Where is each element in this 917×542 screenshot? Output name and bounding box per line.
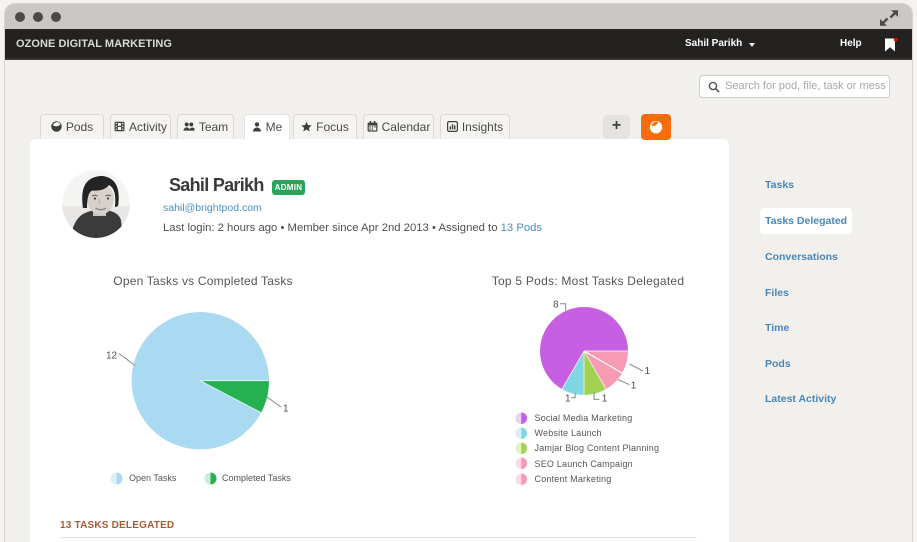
svg-text:1: 1: [283, 404, 289, 415]
svg-text:1: 1: [631, 381, 637, 392]
svg-text:1: 1: [565, 394, 571, 405]
svg-text:1: 1: [645, 366, 651, 377]
svg-text:1: 1: [602, 394, 608, 405]
svg-text:8: 8: [553, 300, 559, 311]
svg-text:12: 12: [106, 351, 118, 362]
